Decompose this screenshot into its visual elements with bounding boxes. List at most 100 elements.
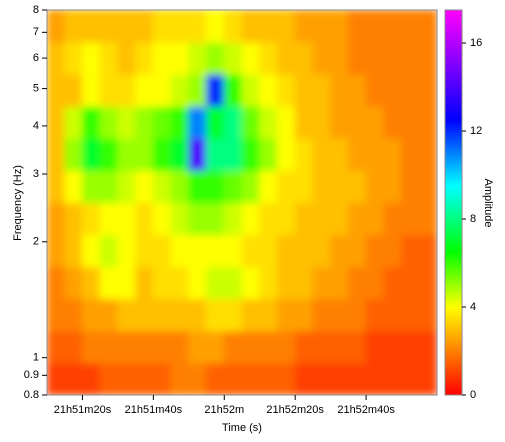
heat-cell [64, 201, 83, 236]
heat-cell [47, 234, 66, 268]
heat-cell [418, 201, 437, 236]
heat-cell [81, 330, 101, 364]
heat-cell [170, 73, 190, 107]
heat-cell [294, 105, 314, 139]
heat-cell [347, 330, 367, 364]
heat-cell [259, 201, 278, 236]
heat-cell [135, 298, 154, 332]
heat-cell [276, 234, 296, 268]
heat-cell [223, 10, 243, 43]
heat-cell [188, 266, 208, 300]
heat-cell [365, 330, 385, 364]
heat-cell [81, 73, 101, 107]
heat-cell [188, 298, 208, 332]
heat-cell [383, 266, 403, 300]
heat-cell [418, 41, 437, 75]
heat-cell [223, 169, 243, 203]
heat-cell [418, 137, 437, 171]
heat-cell [170, 105, 190, 139]
heat-cell [99, 201, 119, 236]
heat-cell [152, 266, 172, 300]
heat-cell [241, 10, 261, 43]
heat-cell [365, 266, 385, 300]
heat-cell [312, 41, 332, 75]
heat-cell [188, 330, 208, 364]
heat-cell [365, 41, 385, 75]
heat-cell [135, 201, 154, 236]
heat-cell [170, 362, 190, 395]
heat-cell [223, 362, 243, 395]
heat-cell [81, 10, 101, 43]
heat-cell [81, 298, 101, 332]
heat-cell [99, 330, 119, 364]
heat-cell [418, 105, 437, 139]
colorbar-label: Amplitude [482, 179, 494, 228]
heat-cell [276, 105, 296, 139]
heat-cell [347, 298, 367, 332]
heat-cell [418, 169, 437, 203]
heat-cell [223, 137, 243, 171]
heat-cell [401, 266, 420, 300]
heat-cell [330, 330, 349, 364]
heat-cell [312, 234, 332, 268]
heat-cell [117, 10, 137, 43]
heat-cell [294, 73, 314, 107]
y-tick-label: 0.9 [24, 369, 39, 381]
y-tick-label: 2 [33, 236, 39, 248]
heat-cell [259, 298, 278, 332]
heat-cell [47, 330, 66, 364]
heat-cell [383, 10, 403, 43]
heat-cell [418, 266, 437, 300]
heat-cell [206, 362, 225, 395]
heat-cell [259, 330, 278, 364]
heat-cell [401, 234, 420, 268]
heatmap-cells [47, 10, 437, 395]
heat-cell [47, 41, 66, 75]
heat-cell [418, 298, 437, 332]
heat-cell [170, 137, 190, 171]
heat-cell [347, 234, 367, 268]
heat-cell [312, 362, 332, 395]
heat-cell [99, 41, 119, 75]
heat-cell [135, 73, 154, 107]
heat-cell [383, 169, 403, 203]
heat-cell [170, 266, 190, 300]
heat-cell [347, 41, 367, 75]
heat-cell [135, 234, 154, 268]
heat-cell [241, 201, 261, 236]
heat-cell [117, 137, 137, 171]
colorbar [444, 9, 463, 396]
heat-cell [206, 137, 225, 171]
heat-cell [347, 10, 367, 43]
heat-cell [241, 298, 261, 332]
heat-cell [152, 169, 172, 203]
heat-cell [418, 10, 437, 43]
heat-cell [365, 234, 385, 268]
heat-cell [47, 10, 66, 43]
heat-cell [401, 201, 420, 236]
heat-cell [383, 73, 403, 107]
heat-cell [170, 330, 190, 364]
heat-cell [276, 201, 296, 236]
heat-cell [152, 362, 172, 395]
heat-cell [81, 169, 101, 203]
heat-cell [47, 73, 66, 107]
heat-cell [47, 266, 66, 300]
y-tick-label: 5 [33, 82, 39, 94]
x-tick-label: 21h52m [204, 404, 244, 416]
heat-cell [365, 362, 385, 395]
heat-cell [152, 330, 172, 364]
heat-cell [135, 10, 154, 43]
heat-cell [81, 234, 101, 268]
heat-cell [241, 105, 261, 139]
heat-cell [347, 73, 367, 107]
x-tick-label: 21h51m40s [125, 404, 183, 416]
heat-cell [294, 10, 314, 43]
heat-cell [347, 137, 367, 171]
heat-cell [241, 330, 261, 364]
heat-cell [206, 330, 225, 364]
heat-cell [223, 201, 243, 236]
heat-cell [259, 169, 278, 203]
y-tick-label: 3 [33, 168, 39, 180]
heat-cell [206, 266, 225, 300]
